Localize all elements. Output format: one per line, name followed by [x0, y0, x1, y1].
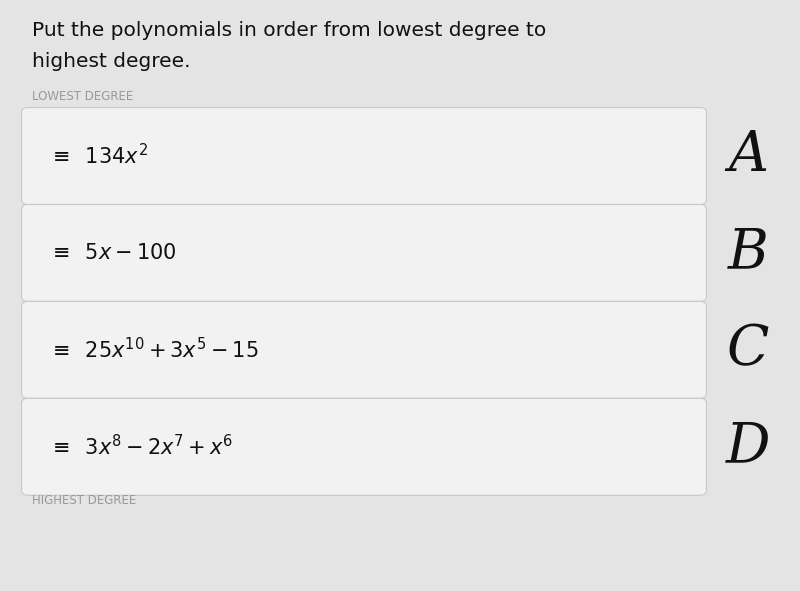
Text: $\equiv\;\;5x - 100$: $\equiv\;\;5x - 100$: [48, 243, 177, 263]
Text: highest degree.: highest degree.: [32, 52, 190, 71]
Text: D: D: [726, 420, 770, 474]
Text: A: A: [728, 129, 768, 183]
FancyBboxPatch shape: [22, 301, 706, 398]
FancyBboxPatch shape: [22, 108, 706, 204]
Text: Put the polynomials in order from lowest degree to: Put the polynomials in order from lowest…: [32, 21, 546, 40]
FancyBboxPatch shape: [22, 398, 706, 495]
Text: $\equiv\;\;25x^{10} + 3x^5 - 15$: $\equiv\;\;25x^{10} + 3x^5 - 15$: [48, 337, 258, 362]
FancyBboxPatch shape: [22, 204, 706, 301]
Text: C: C: [726, 323, 770, 377]
Text: HIGHEST DEGREE: HIGHEST DEGREE: [32, 494, 136, 507]
Text: B: B: [728, 226, 768, 280]
Text: $\equiv\;\;3x^8 - 2x^7 + x^6$: $\equiv\;\;3x^8 - 2x^7 + x^6$: [48, 434, 233, 459]
Text: $\equiv\;\;134x^2$: $\equiv\;\;134x^2$: [48, 144, 148, 168]
Text: LOWEST DEGREE: LOWEST DEGREE: [32, 90, 134, 103]
